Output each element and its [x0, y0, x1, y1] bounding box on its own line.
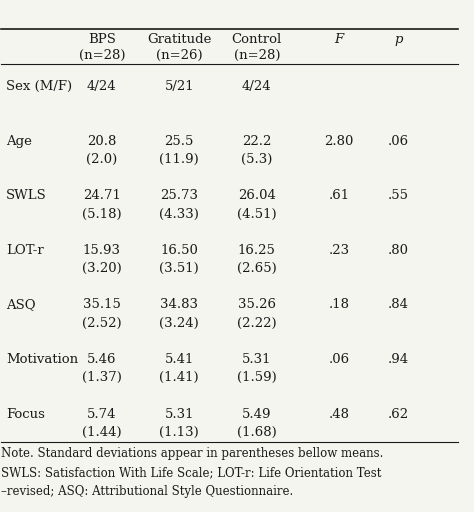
Text: 24.71: 24.71	[83, 189, 121, 202]
Text: SWLS: Satisfaction With Life Scale; LOT-r: Life Orientation Test: SWLS: Satisfaction With Life Scale; LOT-…	[1, 466, 382, 479]
Text: Age: Age	[6, 135, 32, 148]
Text: 5.41: 5.41	[164, 353, 194, 366]
Text: 26.04: 26.04	[238, 189, 276, 202]
Text: F: F	[334, 33, 344, 46]
Text: –revised; ASQ: Attributional Style Questionnaire.: –revised; ASQ: Attributional Style Quest…	[1, 485, 293, 498]
Text: 35.15: 35.15	[83, 298, 121, 311]
Text: (1.68): (1.68)	[237, 426, 277, 439]
Text: .06: .06	[388, 135, 409, 148]
Text: (5.3): (5.3)	[241, 153, 273, 166]
Text: (1.13): (1.13)	[159, 426, 199, 439]
Text: (1.37): (1.37)	[82, 371, 122, 385]
Text: 25.73: 25.73	[160, 189, 198, 202]
Text: .06: .06	[328, 353, 349, 366]
Text: (11.9): (11.9)	[159, 153, 199, 166]
Text: .48: .48	[328, 408, 349, 420]
Text: .61: .61	[328, 189, 349, 202]
Text: 15.93: 15.93	[83, 244, 121, 257]
Text: 35.26: 35.26	[238, 298, 276, 311]
Text: .84: .84	[388, 298, 409, 311]
Text: ASQ: ASQ	[6, 298, 36, 311]
Text: Control: Control	[232, 33, 282, 46]
Text: (3.20): (3.20)	[82, 262, 122, 275]
Text: 16.25: 16.25	[238, 244, 276, 257]
Text: Gratitude: Gratitude	[147, 33, 211, 46]
Text: LOT-r: LOT-r	[6, 244, 44, 257]
Text: Motivation: Motivation	[6, 353, 78, 366]
Text: 2.80: 2.80	[324, 135, 354, 148]
Text: .62: .62	[388, 408, 409, 420]
Text: (5.18): (5.18)	[82, 208, 121, 221]
Text: (n=28): (n=28)	[79, 49, 125, 62]
Text: SWLS: SWLS	[6, 189, 47, 202]
Text: (4.51): (4.51)	[237, 208, 277, 221]
Text: 4/24: 4/24	[87, 80, 117, 93]
Text: 22.2: 22.2	[242, 135, 272, 148]
Text: 20.8: 20.8	[87, 135, 117, 148]
Text: (2.52): (2.52)	[82, 317, 121, 330]
Text: 5.31: 5.31	[242, 353, 272, 366]
Text: (1.59): (1.59)	[237, 371, 277, 385]
Text: (n=26): (n=26)	[156, 49, 202, 62]
Text: (3.24): (3.24)	[159, 317, 199, 330]
Text: (1.44): (1.44)	[82, 426, 121, 439]
Text: .23: .23	[328, 244, 349, 257]
Text: 25.5: 25.5	[164, 135, 194, 148]
Text: 5/21: 5/21	[164, 80, 194, 93]
Text: .80: .80	[388, 244, 409, 257]
Text: (2.22): (2.22)	[237, 317, 277, 330]
Text: Sex (M/F): Sex (M/F)	[6, 80, 72, 93]
Text: 4/24: 4/24	[242, 80, 272, 93]
Text: BPS: BPS	[88, 33, 116, 46]
Text: 34.83: 34.83	[160, 298, 198, 311]
Text: (2.0): (2.0)	[86, 153, 118, 166]
Text: p: p	[394, 33, 402, 46]
Text: (1.41): (1.41)	[159, 371, 199, 385]
Text: 16.50: 16.50	[160, 244, 198, 257]
Text: Note. Standard deviations appear in parentheses bellow means.: Note. Standard deviations appear in pare…	[1, 447, 384, 460]
Text: .18: .18	[328, 298, 349, 311]
Text: (2.65): (2.65)	[237, 262, 277, 275]
Text: (4.33): (4.33)	[159, 208, 199, 221]
Text: 5.46: 5.46	[87, 353, 117, 366]
Text: 5.74: 5.74	[87, 408, 117, 420]
Text: .94: .94	[388, 353, 409, 366]
Text: (3.51): (3.51)	[159, 262, 199, 275]
Text: 5.49: 5.49	[242, 408, 272, 420]
Text: (n=28): (n=28)	[234, 49, 280, 62]
Text: .55: .55	[388, 189, 409, 202]
Text: 5.31: 5.31	[164, 408, 194, 420]
Text: Focus: Focus	[6, 408, 45, 420]
